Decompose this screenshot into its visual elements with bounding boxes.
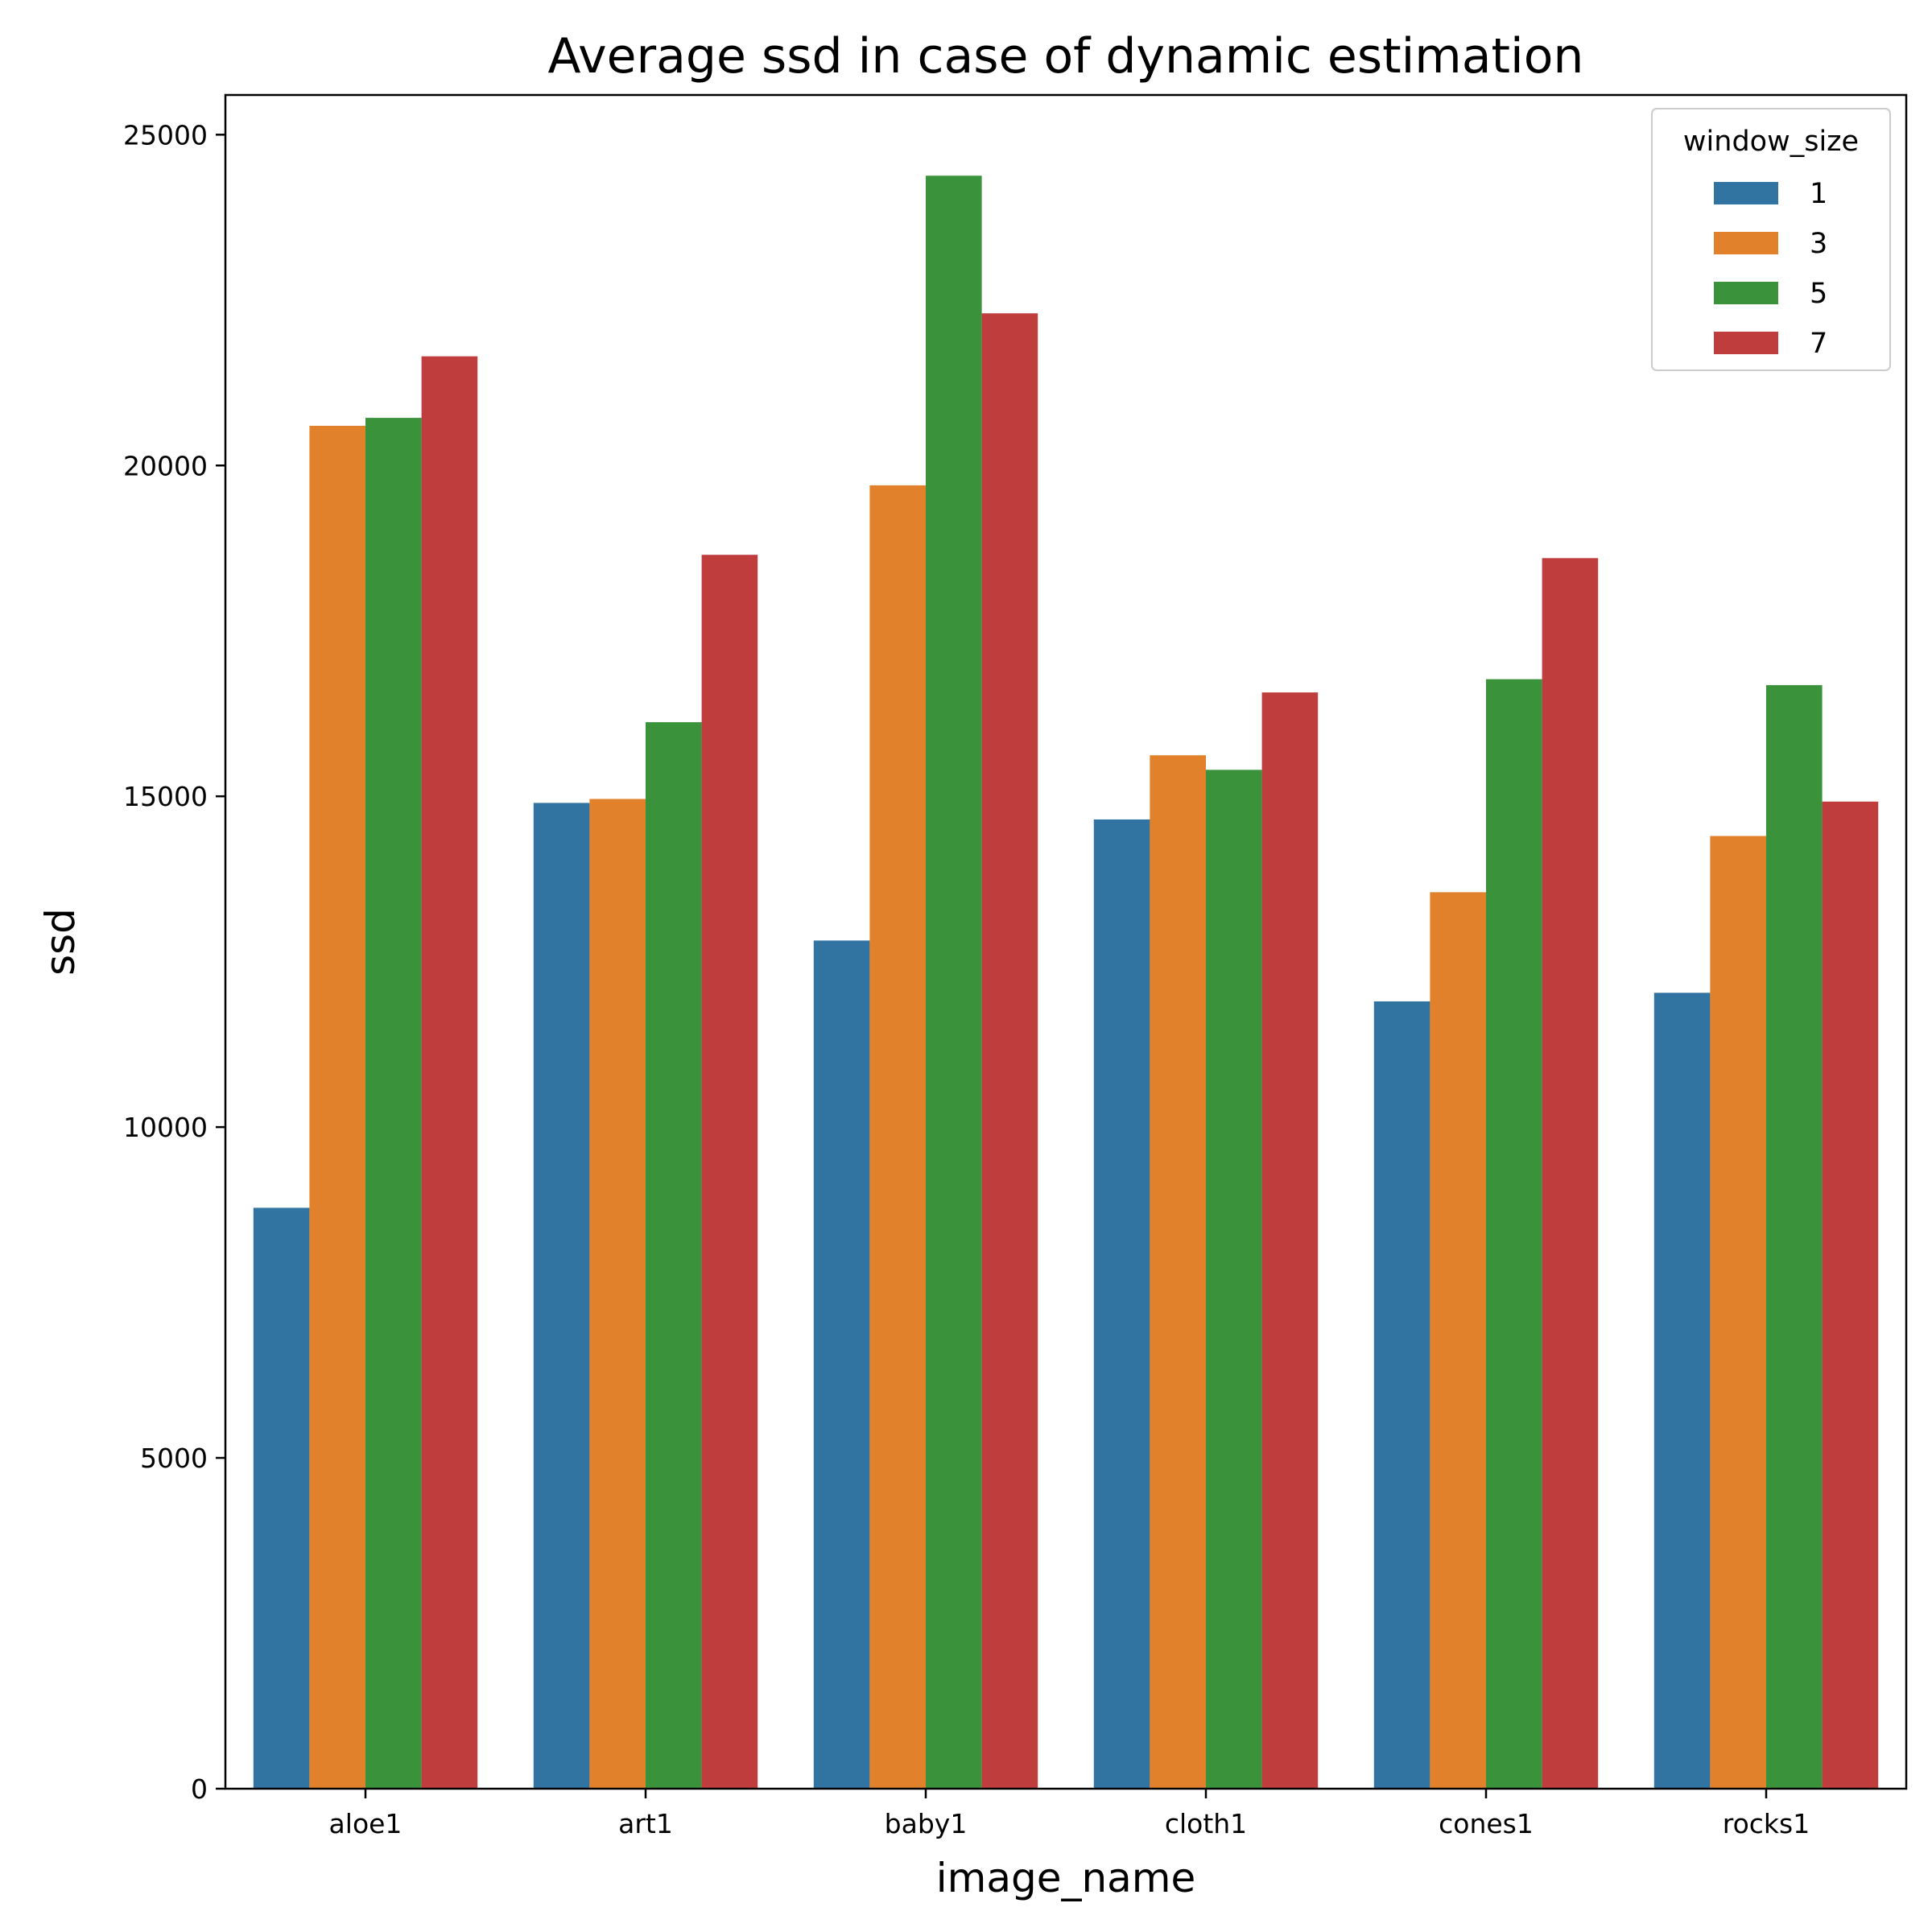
bar-cloth1-window-5 [1206,770,1262,1789]
bar-art1-window-3 [589,799,646,1789]
axes-group: 0 5000 10000 15000 20000 25000 aloe1 art1 baby1 c… [123,93,1908,1839]
y-tick-label: 10000 [123,1112,208,1143]
bar-aloe1-window-5 [365,418,422,1790]
bar-cloth1-window-1 [1093,819,1150,1789]
y-tick-label: 25000 [123,119,208,151]
bar-baby1-window-1 [813,940,870,1789]
bar-rocks1-window-5 [1766,685,1823,1789]
bar-aloe1-window-7 [421,356,478,1789]
legend-label-7: 7 [1810,328,1827,360]
bar-rocks1-window-1 [1653,993,1711,1789]
legend-swatch-7 [1714,332,1778,354]
bar-cones1-window-1 [1373,1001,1430,1789]
bar-rocks1-window-7 [1822,801,1879,1790]
bar-cones1-window-5 [1486,679,1542,1790]
legend-swatch-3 [1714,232,1778,254]
chart-title: Average ssd in case of dynamic estimatio… [548,28,1584,85]
bar-cloth1-window-7 [1261,692,1319,1790]
x-tick-label: rocks1 [1723,1808,1810,1839]
legend: window_size 1 3 5 7 [1651,108,1891,371]
legend-label-5: 5 [1810,278,1827,310]
bar-baby1-window-5 [926,175,982,1789]
legend-label-1: 1 [1810,178,1827,210]
bar-rocks1-window-3 [1710,836,1766,1789]
bar-art1-window-7 [701,555,758,1789]
x-tick-label: art1 [618,1808,673,1839]
legend-title: window_size [1683,126,1859,158]
x-tick-label: baby1 [885,1808,968,1839]
x-tick-label: cloth1 [1165,1808,1247,1839]
x-tick-label: cones1 [1439,1808,1534,1839]
y-tick-label: 20000 [123,450,208,481]
y-tick-label: 5000 [140,1443,208,1474]
legend-swatch-1 [1714,182,1778,204]
bar-baby1-window-7 [981,313,1038,1789]
bar-baby1-window-3 [869,485,926,1789]
plot-frame [224,93,1908,1790]
y-axis-title: ssd [37,908,84,976]
legend-swatch-5 [1714,282,1778,304]
x-axis-title: image_name [936,1855,1196,1901]
bar-art1-window-5 [646,722,702,1790]
bar-aloe1-window-3 [309,425,365,1789]
x-tick-label: aloe1 [329,1808,402,1839]
bar-aloe1-window-1 [253,1208,310,1789]
bar-cones1-window-7 [1542,558,1599,1789]
legend-label-3: 3 [1810,228,1827,260]
y-tick-label: 0 [191,1773,208,1805]
bar-cones1-window-3 [1430,892,1486,1789]
bars-group [253,175,1879,1790]
y-tick-label: 15000 [123,781,208,812]
bar-cloth1-window-3 [1150,755,1206,1790]
bar-art1-window-1 [533,803,590,1789]
